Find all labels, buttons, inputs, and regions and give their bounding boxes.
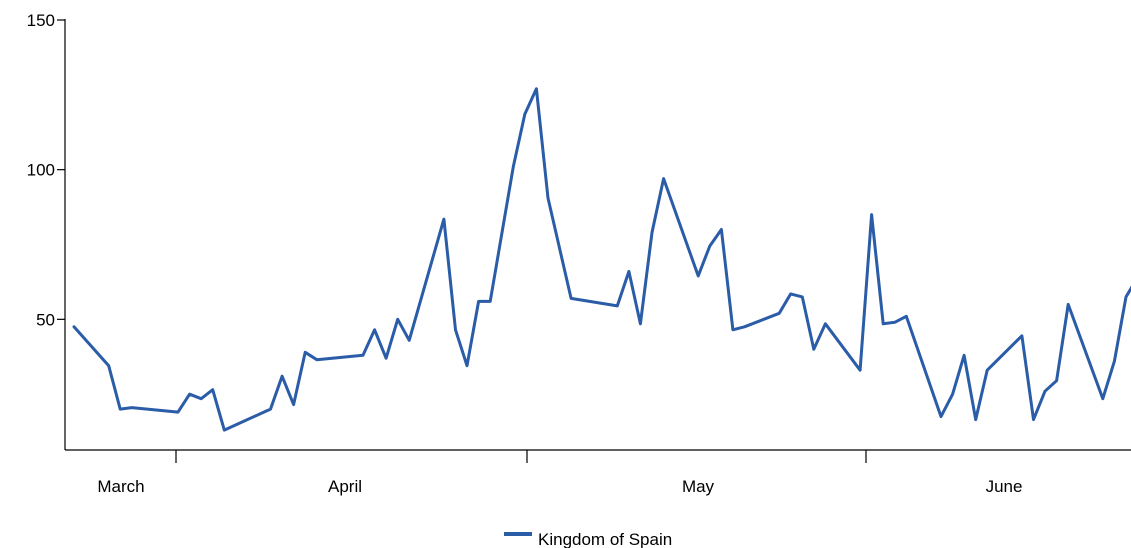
series-line-kingdom-of-spain	[72, 87, 1131, 432]
x-axis-ticks: March April May June	[97, 450, 1022, 496]
y-tick-label-100: 100	[27, 161, 55, 180]
series-lines	[72, 87, 1131, 432]
y-axis-ticks: 50 100 150	[27, 11, 65, 329]
legend: Kingdom of Spain	[504, 530, 672, 548]
x-tick-label-march: March	[97, 477, 144, 496]
x-tick-label-june: June	[986, 477, 1023, 496]
axes	[64, 19, 1131, 451]
x-tick-label-april: April	[328, 477, 362, 496]
y-tick-label-150: 150	[27, 11, 55, 30]
legend-label-kingdom-of-spain: Kingdom of Spain	[538, 530, 672, 548]
x-tick-label-may: May	[682, 477, 715, 496]
y-tick-label-50: 50	[36, 310, 55, 329]
